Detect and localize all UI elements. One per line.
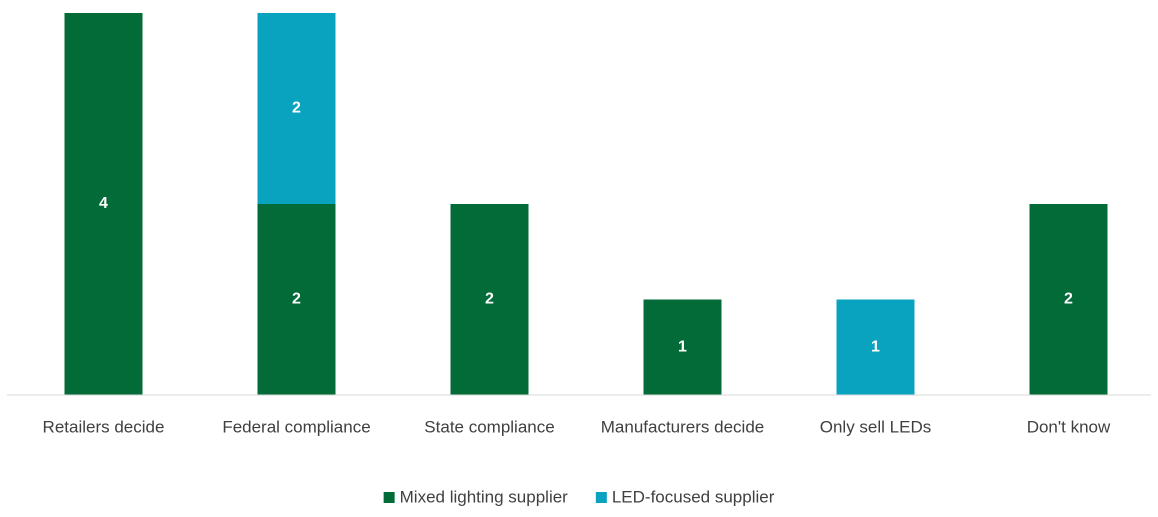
bar-segment bbox=[64, 13, 143, 395]
x-tick-label: State compliance bbox=[424, 417, 554, 436]
x-tick-label: Retailers decide bbox=[43, 417, 165, 436]
legend-item: LED-focused supplier bbox=[595, 487, 775, 506]
data-label: 1 bbox=[871, 338, 880, 355]
data-label: 4 bbox=[99, 195, 108, 212]
legend-swatch bbox=[595, 492, 607, 503]
x-tick-label: Manufacturers decide bbox=[601, 417, 764, 436]
bar-segment bbox=[450, 204, 529, 395]
data-label: 2 bbox=[292, 291, 301, 308]
x-tick-label: Only sell LEDs bbox=[820, 417, 931, 436]
data-label: 2 bbox=[1064, 291, 1073, 308]
legend-label: LED-focused supplier bbox=[612, 487, 775, 506]
bar-segment bbox=[1029, 204, 1108, 395]
x-tick-label: Federal compliance bbox=[222, 417, 370, 436]
legend-swatch bbox=[383, 492, 395, 503]
legend-item: Mixed lighting supplier bbox=[383, 487, 569, 506]
bar-segment bbox=[257, 204, 336, 395]
bar-segment bbox=[836, 299, 915, 395]
data-label: 2 bbox=[292, 100, 301, 117]
x-tick-label: Don't know bbox=[1027, 417, 1111, 436]
bar-segment bbox=[643, 299, 722, 395]
data-label: 1 bbox=[678, 338, 687, 355]
bar-segment bbox=[257, 13, 336, 204]
legend-label: Mixed lighting supplier bbox=[400, 487, 569, 506]
data-label: 2 bbox=[485, 291, 494, 308]
